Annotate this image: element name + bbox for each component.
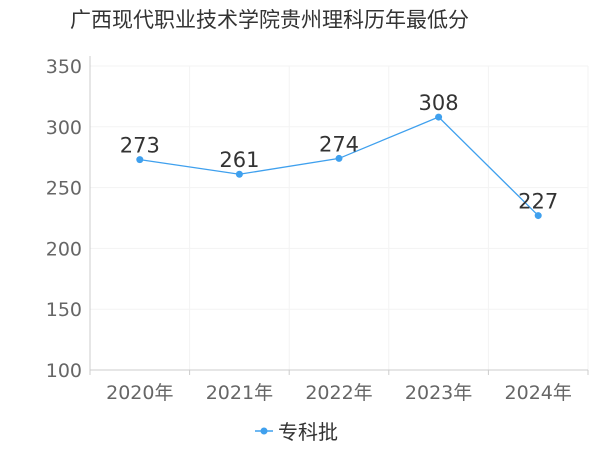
series-group <box>136 113 542 220</box>
chart-title: 广西现代职业技术学院贵州理科历年最低分 <box>70 8 469 32</box>
x-tick-label: 2021年 <box>206 382 273 404</box>
y-tick-label: 250 <box>46 178 82 200</box>
data-point[interactable] <box>335 154 343 162</box>
x-tick-label: 2023年 <box>405 382 472 404</box>
legend-marker <box>260 427 268 435</box>
grid <box>90 65 589 371</box>
y-tick-label: 300 <box>46 117 82 139</box>
legend[interactable]: 专科批 <box>255 420 338 444</box>
data-point[interactable] <box>534 212 542 220</box>
data-point[interactable] <box>136 156 144 164</box>
data-label: 308 <box>419 91 459 115</box>
data-point[interactable] <box>235 170 243 178</box>
y-axis-ticks: 100 150 200 250 300 350 <box>46 56 82 382</box>
data-point[interactable] <box>435 113 443 121</box>
x-tick-label: 2020年 <box>106 382 173 404</box>
y-tick-label: 350 <box>46 56 82 78</box>
x-tick-label: 2022年 <box>305 382 372 404</box>
x-axis-ticks: 2020年 2021年 2022年 2023年 2024年 <box>106 382 572 404</box>
x-tick-label: 2024年 <box>505 382 572 404</box>
data-label: 273 <box>120 134 160 158</box>
y-tick-label: 150 <box>46 299 82 321</box>
data-labels: 273 261 274 308 227 <box>120 91 558 213</box>
data-label: 274 <box>319 132 359 156</box>
y-tick-label: 200 <box>46 238 82 260</box>
data-label: 261 <box>219 148 259 172</box>
data-label: 227 <box>518 190 558 214</box>
legend-label: 专科批 <box>278 420 338 444</box>
y-tick-label: 100 <box>46 360 82 382</box>
axes <box>89 56 589 375</box>
